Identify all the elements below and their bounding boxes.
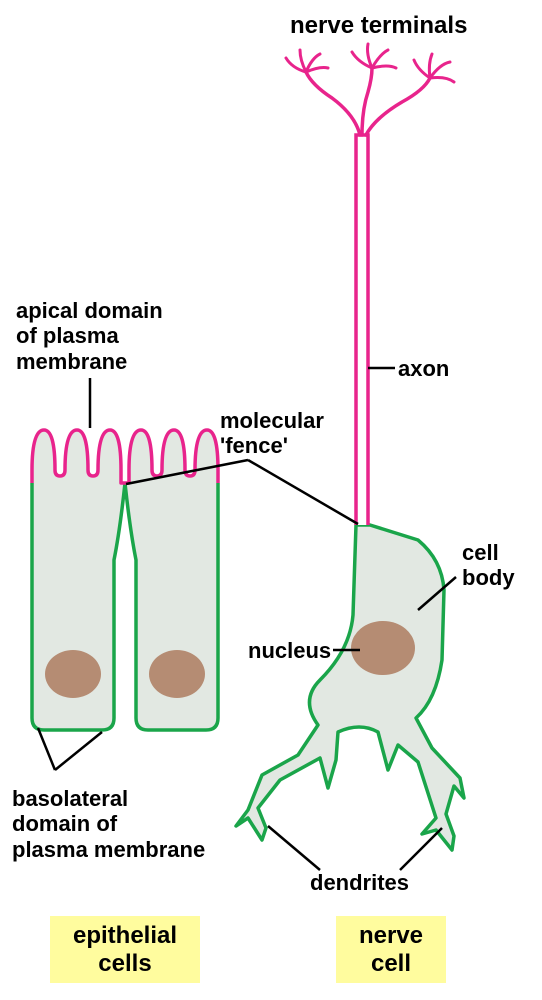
axon-shaft [356,135,368,525]
leader-fence-to-nerve [248,460,358,524]
terminal-fan-left [286,50,328,72]
terminal-fan-mid [352,44,396,68]
nerve-cell-body-group [236,525,464,850]
label-cell-body: cell body [462,540,515,591]
label-basolateral: basolateral domain of plasma membrane [12,786,205,862]
epi-nucleus-left [45,650,101,698]
cell-body-dendrites-fill [236,525,464,850]
leader-basolateral-1 [38,728,55,770]
label-baso-l3: plasma membrane [12,837,205,862]
caption-nerve: nerve cell [336,916,446,983]
label-apical-l1: apical domain [16,298,163,323]
terminal-fan-right [414,54,454,82]
label-cellbody-l1: cell [462,540,499,565]
label-molecular-fence: molecular 'fence' [220,408,324,459]
label-molecular-l2: 'fence' [220,433,288,458]
label-apical-domain: apical domain of plasma membrane [16,298,163,374]
leader-basolateral-2 [55,732,102,770]
label-baso-l2: domain of [12,811,117,836]
label-apical-l2: of plasma [16,323,119,348]
label-dendrites: dendrites [310,870,409,895]
epithelial-cells-group [32,430,218,730]
label-cellbody-l2: body [462,565,515,590]
label-molecular-l1: molecular [220,408,324,433]
epi-apical-wave [32,430,218,483]
label-apical-l3: membrane [16,349,127,374]
nerve-nucleus [351,621,415,675]
terminal-branch-left [306,72,360,135]
epi-nucleus-right [149,650,205,698]
caption-nerve-l1: nerve [359,922,423,949]
caption-epi-l1: epithelial [73,922,177,949]
terminal-branch-mid [362,68,372,135]
label-axon: axon [398,356,449,381]
terminal-branch-right [366,78,430,135]
label-baso-l1: basolateral [12,786,128,811]
caption-epi-l2: cells [98,950,151,977]
caption-epithelial: epithelial cells [50,916,200,983]
label-nerve-terminals: nerve terminals [290,12,467,40]
leader-dendrites-1 [268,826,320,870]
caption-nerve-l2: cell [371,950,411,977]
label-nucleus: nucleus [248,638,331,663]
